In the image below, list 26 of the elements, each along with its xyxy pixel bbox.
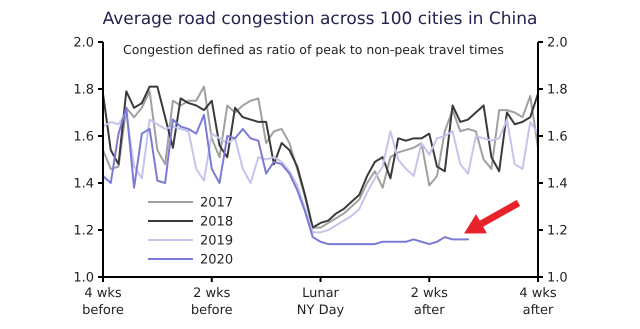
line-series	[102, 86, 539, 229]
y2-tick-label: 1.8	[547, 82, 568, 98]
x-tick-label: 2 wks before	[190, 286, 233, 318]
chart-title: Average road congestion across 100 cities in China	[102, 9, 538, 29]
y2-tick-label: 1.4	[547, 176, 568, 192]
legend-label: 2019	[200, 234, 234, 249]
y-tick-label: 1.2	[73, 224, 94, 239]
x-tick-label: 2 wks after	[410, 286, 448, 318]
line-series	[102, 106, 470, 246]
y-tick-label: 1.0	[73, 270, 94, 286]
legend-label: 2017	[200, 196, 234, 211]
y2-tick-label: 1.2	[547, 224, 568, 239]
y-tick-label: 1.6	[73, 130, 94, 145]
legend-label: 2020	[200, 252, 234, 268]
y-tick-label: 2.0	[73, 36, 94, 51]
legend-label: 2018	[200, 214, 234, 230]
y2-tick-label: 1.0	[547, 270, 568, 286]
y2-tick-label: 1.6	[547, 130, 568, 145]
y-tick-label: 1.8	[73, 82, 94, 98]
x-tick-label: 4 wks before	[82, 286, 124, 318]
annotation: Congestion defined as ratio of peak to non-peak travel times	[123, 42, 504, 57]
x-tick-label: 4 wks after	[519, 286, 557, 318]
y2-tick-label: 2.0	[547, 36, 568, 51]
x-tick-label: Lunar NY Day	[296, 286, 345, 318]
y-tick-label: 1.4	[73, 176, 94, 192]
line-series	[102, 112, 539, 234]
